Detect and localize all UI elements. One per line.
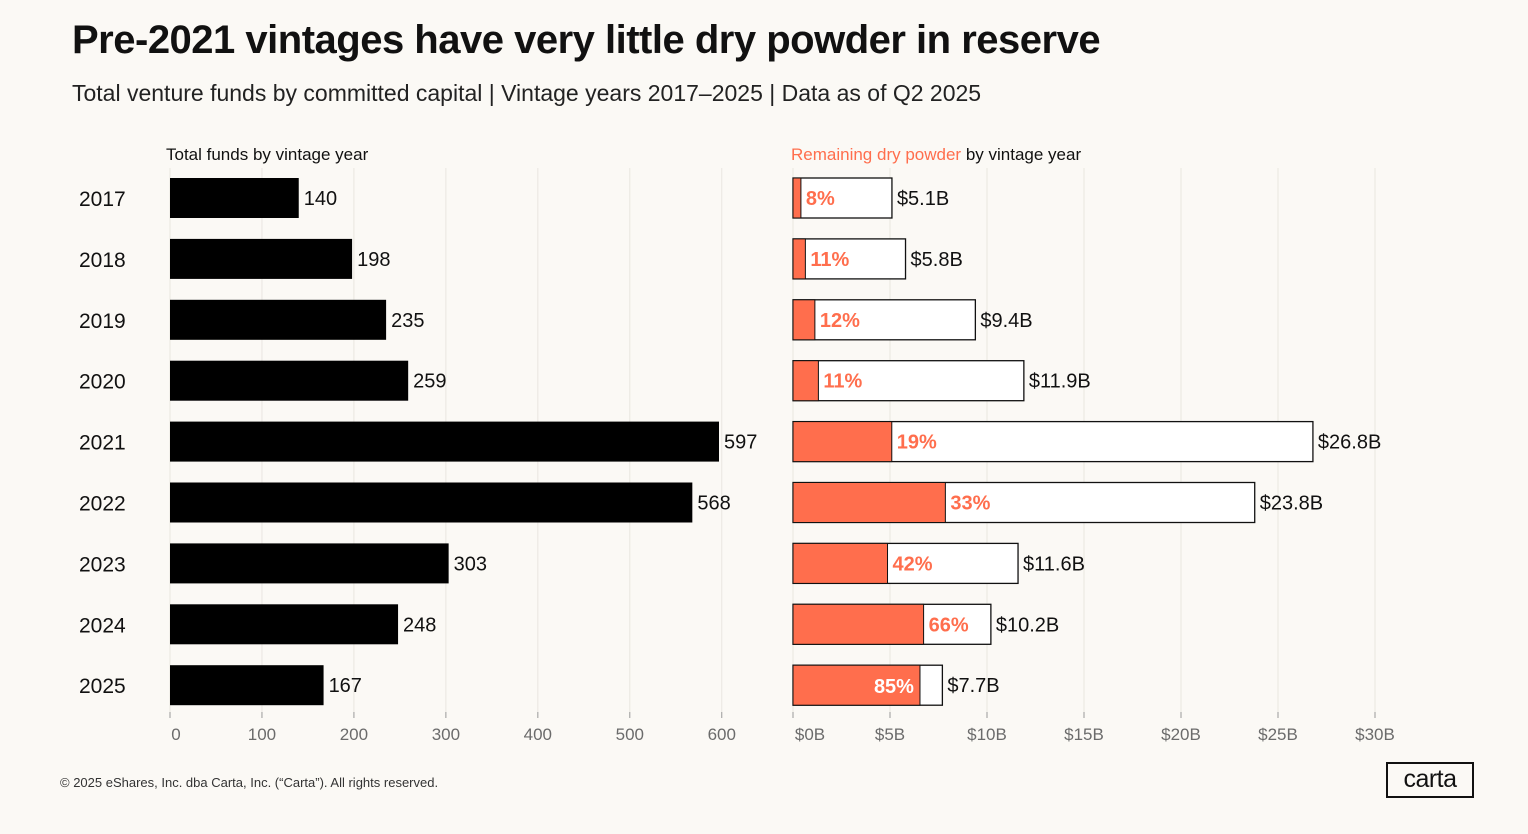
right-tick-label: $10B <box>967 725 1007 744</box>
dry-powder-bar <box>792 482 946 523</box>
year-label: 2018 <box>79 249 126 272</box>
committed-capital-value-label: $5.8B <box>911 249 963 271</box>
year-label: 2022 <box>79 493 126 516</box>
committed-capital-value-label: $23.8B <box>1260 493 1323 515</box>
dry-powder-pct-label: 42% <box>893 553 933 575</box>
year-label: 2020 <box>79 371 126 394</box>
left-tick-label: 200 <box>340 725 368 744</box>
dry-powder-bar <box>792 664 921 706</box>
total-funds-value-label: 248 <box>403 614 436 636</box>
committed-capital-value-label: $7.7B <box>947 675 999 697</box>
dry-powder-bar <box>792 360 819 402</box>
total-funds-bar <box>170 421 719 462</box>
dry-powder-pct-label: 8% <box>806 188 835 210</box>
carta-logo: carta <box>1386 762 1474 798</box>
total-funds-bar <box>170 238 353 279</box>
right-panel-title-highlight: Remaining dry powder <box>791 145 961 164</box>
dry-powder-pct-label: 19% <box>897 432 937 454</box>
committed-capital-value-label: $11.6B <box>1023 553 1085 575</box>
left-tick-label: 0 <box>171 725 180 744</box>
right-panel-title-rest: by vintage year <box>961 145 1081 164</box>
dry-powder-pct-label: 85% <box>874 676 914 698</box>
right-panel-title: Remaining dry powder by vintage year <box>791 145 1081 164</box>
committed-capital-bar-outline <box>792 360 1025 402</box>
dry-powder-pct-label: 12% <box>820 310 860 332</box>
right-tick-label: $0B <box>795 725 825 744</box>
committed-capital-bar-outline <box>792 177 893 219</box>
total-funds-value-label: 167 <box>329 675 362 697</box>
total-funds-value-label: 568 <box>697 493 730 515</box>
total-funds-value-label: 235 <box>391 310 424 332</box>
year-label: 2019 <box>79 310 126 333</box>
committed-capital-bar-outline <box>792 238 907 280</box>
total-funds-bar <box>170 665 324 706</box>
left-tick-label: 100 <box>248 725 276 744</box>
dry-powder-bar <box>792 603 925 645</box>
total-funds-bar <box>170 604 399 645</box>
left-panel: 0 100 200 300 400 500 600 2017 140 2018 198 2019 235… <box>79 168 757 744</box>
dry-powder-pct-label: 33% <box>950 493 990 515</box>
dry-powder-bar <box>792 177 802 219</box>
committed-capital-value-label: $5.1B <box>897 188 949 210</box>
dry-powder-pct-label: 11% <box>810 249 849 271</box>
year-label: 2024 <box>79 614 126 637</box>
left-tick-label: 400 <box>524 725 552 744</box>
year-label: 2021 <box>79 432 126 455</box>
copyright-footer: © 2025 eShares, Inc. dba Carta, Inc. (“C… <box>60 775 439 790</box>
total-funds-bar <box>170 360 409 401</box>
total-funds-bar <box>170 299 387 340</box>
left-tick-label: 300 <box>432 725 460 744</box>
total-funds-value-label: 303 <box>454 553 487 575</box>
year-label: 2025 <box>79 675 126 698</box>
total-funds-bar <box>170 482 693 523</box>
right-tick-label: $25B <box>1258 725 1298 744</box>
dry-powder-bar <box>792 421 893 463</box>
dry-powder-bar <box>792 542 889 584</box>
total-funds-value-label: 198 <box>357 249 390 271</box>
right-tick-label: $5B <box>875 725 905 744</box>
total-funds-value-label: 259 <box>413 371 446 393</box>
committed-capital-bar-outline <box>792 299 977 341</box>
left-tick-label: 600 <box>708 725 736 744</box>
chart-title: Pre-2021 vintages have very little dry p… <box>72 18 1101 62</box>
total-funds-value-label: 140 <box>304 188 337 210</box>
committed-capital-value-label: $10.2B <box>996 614 1059 636</box>
dry-powder-pct-label: 66% <box>929 614 969 636</box>
total-funds-value-label: 597 <box>724 432 757 454</box>
left-tick-label: 500 <box>616 725 644 744</box>
year-label: 2017 <box>79 188 126 211</box>
right-tick-label: $20B <box>1161 725 1201 744</box>
dry-powder-pct-label: 11% <box>823 371 862 393</box>
right-tick-label: $30B <box>1355 725 1395 744</box>
dry-powder-bar <box>792 299 816 341</box>
committed-capital-value-label: $9.4B <box>980 310 1032 332</box>
left-panel-title: Total funds by vintage year <box>166 145 369 164</box>
total-funds-bar <box>170 178 299 218</box>
chart-subtitle: Total venture funds by committed capital… <box>72 80 982 106</box>
dry-powder-bar <box>792 238 806 280</box>
right-panel: $0B $5B $10B $15B $20B $25B $30B 8% $5.1B 11% $5.8… <box>792 168 1395 744</box>
committed-capital-value-label: $11.9B <box>1029 371 1091 393</box>
committed-capital-value-label: $26.8B <box>1318 432 1381 454</box>
right-tick-label: $15B <box>1064 725 1104 744</box>
total-funds-bar <box>170 543 449 584</box>
year-label: 2023 <box>79 553 126 576</box>
